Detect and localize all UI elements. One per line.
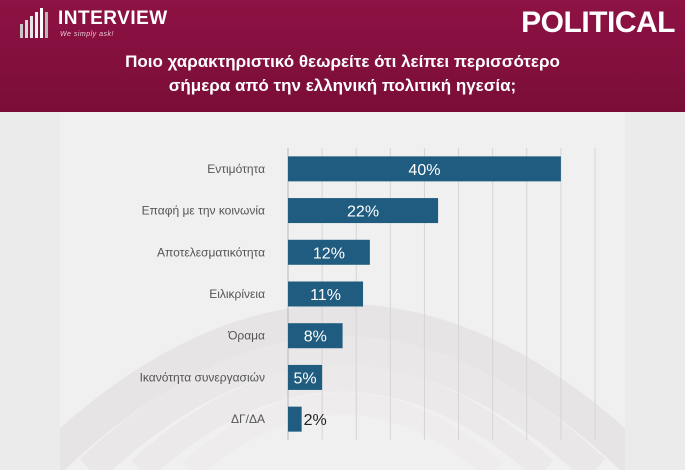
question-line-2: σήμερα από την ελληνική πολιτική ηγεσία; (168, 76, 517, 95)
logo-text: INTERVIEW (58, 8, 168, 29)
interview-logo: INTERVIEW We simply ask! (20, 6, 190, 44)
category-label: Ειλικρίνεια (209, 287, 265, 301)
category-label: Αποτελεσματικότητα (157, 245, 265, 259)
header-banner: INTERVIEW We simply ask! POLITICAL Ποιο … (0, 0, 685, 112)
question-line-1: Ποιο χαρακτηριστικό θεωρείτε ότι λείπει … (125, 52, 560, 71)
bar (288, 156, 561, 182)
brand-title: POLITICAL (521, 6, 675, 39)
data-label: 40% (408, 162, 440, 179)
bar (288, 323, 343, 349)
category-label: Εντιμότητα (207, 162, 265, 176)
bar (288, 239, 370, 265)
data-label: 12% (313, 245, 345, 262)
logo-tagline: We simply ask! (60, 31, 114, 38)
data-label: 8% (304, 329, 327, 346)
logo-bars-icon (20, 8, 48, 38)
category-label: Επαφή με την κοινωνία (142, 204, 265, 218)
bar (288, 198, 439, 224)
data-label: 11% (310, 287, 341, 304)
bar (288, 281, 364, 307)
category-label: Ικανότητα συνεργασιών (140, 370, 265, 384)
category-label: Όραμα (227, 329, 265, 343)
data-label: 2% (304, 412, 327, 429)
bar (288, 364, 323, 390)
chart-question: Ποιο χαρακτηριστικό θεωρείτε ότι λείπει … (60, 50, 625, 98)
data-label: 5% (293, 370, 316, 387)
bar (288, 406, 302, 432)
category-label: ΔΓ/ΔΑ (231, 412, 265, 426)
data-label: 22% (347, 204, 379, 221)
